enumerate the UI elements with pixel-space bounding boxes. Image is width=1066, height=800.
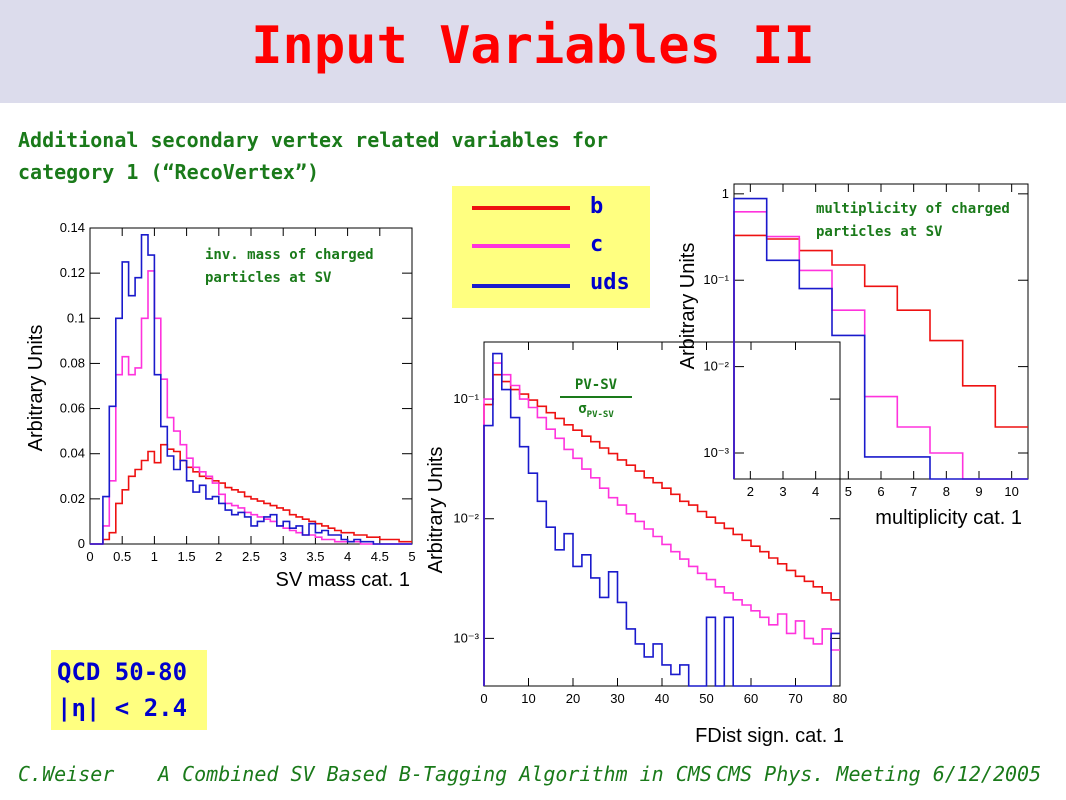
y-tick-label: 0.14 — [60, 220, 85, 235]
x-tick-label: 2 — [747, 484, 754, 499]
y-tick-label: 10⁻³ — [703, 445, 729, 460]
x-tick-label: 9 — [975, 484, 982, 499]
legend-line-c — [472, 244, 570, 248]
title-band — [0, 0, 1066, 103]
x-tick-label: 4 — [344, 549, 351, 564]
x-tick-label: 2 — [215, 549, 222, 564]
x-tick-label: 1 — [151, 549, 158, 564]
fdist-annotation-sigma: σ — [578, 401, 587, 417]
x-tick-label: 3 — [779, 484, 786, 499]
x-axis-title: FDist sign. cat. 1 — [695, 725, 844, 747]
sv-mass-annotation-line-1: inv. mass of charged — [205, 247, 374, 263]
footer-author: C.Weiser — [18, 762, 115, 786]
x-tick-label: 10 — [521, 691, 535, 706]
subtitle-line-2: category 1 (“RecoVertex”) — [18, 160, 320, 184]
x-tick-label: 3 — [280, 549, 287, 564]
fdist-annotation-rule — [560, 396, 632, 398]
x-tick-label: 70 — [788, 691, 802, 706]
y-tick-label: 1 — [722, 186, 729, 201]
fdist-annotation-subscript: PV-SV — [586, 409, 614, 420]
x-axis-title: SV mass cat. 1 — [276, 569, 411, 591]
fdist-plot: 0 10 20 30 40 50 60 70 80 10⁻³ 10⁻² 10⁻¹ FDist sign.… — [425, 341, 847, 747]
x-tick-label: 6 — [877, 484, 884, 499]
subtitle: Additional secondary vertex related vari… — [18, 124, 698, 188]
histogram-uds — [90, 234, 412, 545]
x-tick-label: 7 — [910, 484, 917, 499]
y-tick-label: 0.06 — [60, 401, 85, 416]
legend-label-uds: uds — [590, 270, 630, 295]
qcd-selection-box: QCD 50-80 |η| < 2.4 — [51, 650, 207, 730]
histogram-c — [483, 362, 840, 686]
x-tick-label: 0 — [86, 549, 93, 564]
y-tick-label: 10⁻² — [703, 359, 729, 374]
multiplicity-annotation-line-1: multiplicity of charged — [816, 201, 1010, 217]
x-tick-label: 20 — [566, 691, 580, 706]
y-tick-label: 0.08 — [60, 355, 85, 370]
histogram-uds — [733, 197, 1028, 480]
multiplicity-annotation: multiplicity of charged particles at SV — [816, 198, 1010, 244]
legend-line-uds — [472, 284, 570, 288]
x-tick-label: 1.5 — [178, 549, 196, 564]
y-axis-title: Arbitrary Units — [677, 243, 699, 370]
sv-mass-annotation: inv. mass of charged particles at SV — [205, 244, 374, 290]
histogram-c — [90, 270, 412, 545]
x-tick-label: 2.5 — [242, 549, 260, 564]
y-tick-label: 0.02 — [60, 491, 85, 506]
y-tick-label: 0 — [78, 536, 85, 551]
x-tick-label: 10 — [1004, 484, 1018, 499]
x-tick-label: 0 — [480, 691, 487, 706]
y-tick-label: 10⁻¹ — [703, 272, 729, 287]
x-tick-label: 8 — [943, 484, 950, 499]
y-tick-label: 0.12 — [60, 265, 85, 280]
histogram-b — [483, 373, 840, 686]
fdist-annotation: PV-SV σPV-SV — [556, 376, 636, 424]
sv-mass-plot: 0 0.5 1 1.5 2 2.5 3 3.5 4 4.5 5 0 0.02 0.04 0.06 0.08 0.… — [25, 220, 416, 591]
histogram-b — [90, 443, 412, 545]
multiplicity-annotation-line-2: particles at SV — [816, 224, 943, 240]
y-tick-label: 10⁻² — [453, 511, 479, 526]
page-title: Input Variables II — [251, 16, 815, 76]
y-tick-label: 0.1 — [67, 310, 85, 325]
y-axis-title: Arbitrary Units — [25, 325, 47, 452]
x-tick-label: 5 — [408, 549, 415, 564]
histogram-c — [733, 211, 1028, 480]
qcd-pt-range: QCD 50-80 — [57, 658, 188, 686]
legend-line-b — [472, 206, 570, 210]
x-tick-label: 60 — [744, 691, 758, 706]
multiplicity-plot: 2 3 4 5 6 7 8 9 10 10⁻³ 10⁻² 10⁻¹ 1 multiplicity cat.… — [677, 183, 1029, 529]
sv-mass-annotation-line-2: particles at SV — [205, 270, 332, 286]
x-tick-label: 40 — [655, 691, 669, 706]
legend-label-c: c — [590, 232, 604, 257]
x-axis-title: multiplicity cat. 1 — [875, 507, 1022, 529]
footer-talk-title: A Combined SV Based B-Tagging Algorithm … — [158, 762, 712, 786]
x-tick-label: 4 — [812, 484, 819, 499]
x-tick-label: 30 — [610, 691, 624, 706]
x-tick-label: 3.5 — [306, 549, 324, 564]
y-axis-title: Arbitrary Units — [425, 447, 447, 574]
legend: b c uds — [452, 186, 650, 308]
y-tick-label: 10⁻¹ — [453, 391, 479, 406]
subtitle-line-1: Additional secondary vertex related vari… — [18, 128, 609, 152]
legend-label-b: b — [590, 194, 604, 219]
x-tick-label: 5 — [845, 484, 852, 499]
fdist-annotation-numerator: PV-SV — [574, 377, 618, 393]
y-tick-label: 10⁻³ — [453, 630, 479, 645]
x-tick-label: 0.5 — [113, 549, 131, 564]
x-tick-label: 80 — [833, 691, 847, 706]
footer-meeting: CMS Phys. Meeting 6/12/2005 — [716, 762, 1042, 786]
x-tick-label: 50 — [699, 691, 713, 706]
fdist-annotation-denominator: σPV-SV — [556, 400, 636, 424]
histogram-b — [733, 234, 1028, 479]
histogram-uds — [483, 352, 840, 687]
eta-cut: |η| < 2.4 — [57, 694, 188, 722]
x-tick-label: 4.5 — [371, 549, 389, 564]
y-tick-label: 0.04 — [60, 446, 85, 461]
